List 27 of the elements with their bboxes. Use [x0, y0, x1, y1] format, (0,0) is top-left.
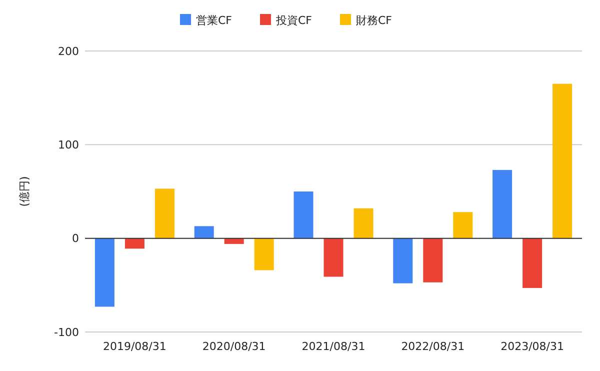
legend-label: 財務CF	[356, 14, 392, 27]
bar	[423, 238, 443, 282]
bar	[124, 238, 144, 249]
y-tick-label: -100	[54, 326, 79, 339]
x-tick-label: 2021/08/31	[302, 340, 366, 353]
bar	[324, 238, 344, 277]
x-tick-label: 2020/08/31	[202, 340, 266, 353]
bar	[552, 84, 572, 238]
x-tick-label: 2023/08/31	[500, 340, 564, 353]
y-tick-label: 100	[58, 138, 79, 152]
legend-label: 投資CF	[275, 14, 312, 27]
bar	[453, 212, 473, 238]
x-tick-label: 2019/08/31	[102, 340, 166, 353]
y-tick-label: 0	[72, 232, 79, 246]
bar	[522, 238, 542, 288]
bar	[354, 208, 374, 238]
bar	[294, 192, 314, 238]
bar	[393, 238, 413, 284]
x-tick-label: 2022/08/31	[401, 340, 465, 353]
bar	[154, 188, 174, 238]
y-axis-title: (億円)	[18, 176, 31, 207]
legend-label: 営業CF	[196, 14, 232, 27]
bar	[194, 226, 214, 238]
y-tick-label: 200	[58, 44, 79, 58]
bar	[492, 170, 512, 238]
bar	[94, 238, 114, 307]
bar	[254, 238, 274, 270]
